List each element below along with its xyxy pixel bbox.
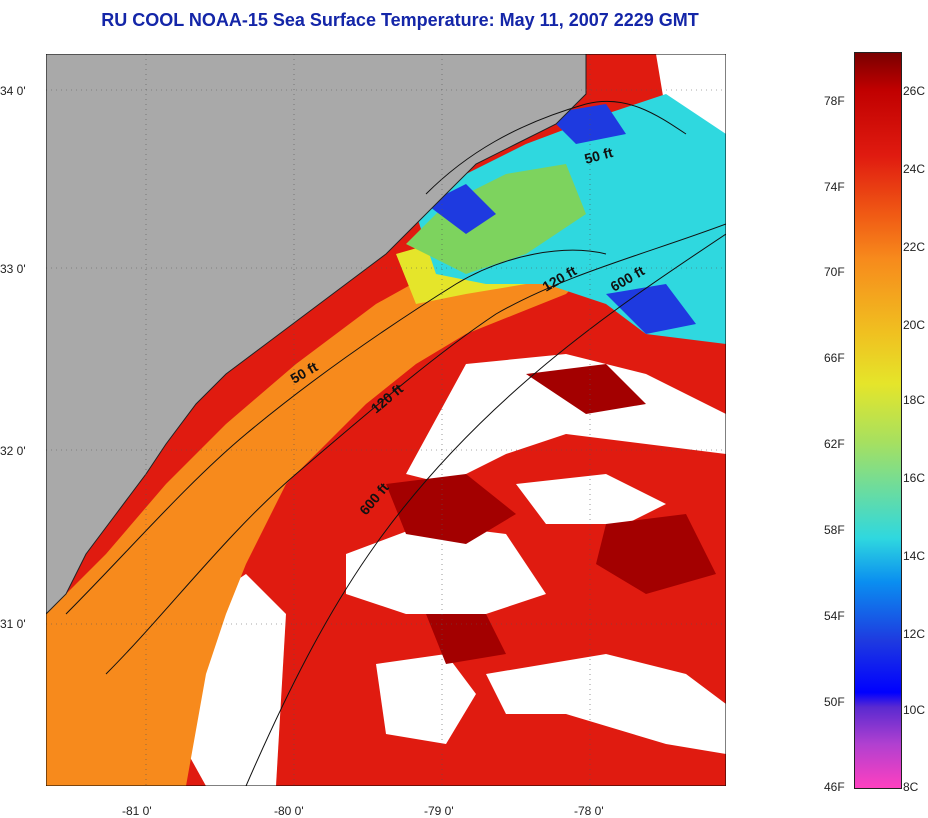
lon-tick-label: -78 0': [574, 804, 604, 818]
colorbar-f-label: 62F: [824, 437, 845, 451]
lat-tick-label: 32 0': [0, 444, 26, 458]
cool-water-green: [406, 164, 586, 274]
colorbar-f-label: 66F: [824, 351, 845, 365]
lon-tick-label: -80 0': [274, 804, 304, 818]
colorbar-c-label: 12C: [903, 627, 926, 641]
bathymetry-contours: [65, 100, 726, 786]
colorbar-f-label: 78F: [824, 94, 845, 108]
colorbar-c-label: 24C: [903, 162, 926, 176]
colorbar-c-label: 18C: [903, 393, 926, 407]
colorbar-c-label: 10C: [903, 703, 926, 717]
colorbar-c-label: 16C: [903, 471, 926, 485]
land-mass: [46, 54, 587, 615]
sst-map[interactable]: 50 ft 120 ft 600 ft 50 ft 120 ft 600 ft: [46, 54, 726, 786]
lon-tick-label: -79 0': [424, 804, 454, 818]
colorbar-c-label: 26C: [903, 84, 926, 98]
lon-tick-label: -81 0': [122, 804, 152, 818]
colorbar-f-label: 50F: [824, 695, 845, 709]
colorbar-c-label: 22C: [903, 240, 926, 254]
colorbar-c-label: 8C: [903, 780, 919, 794]
lat-tick-label: 33 0': [0, 262, 26, 276]
colorbar-f-label: 58F: [824, 523, 845, 537]
colorbar-f-label: 70F: [824, 265, 845, 279]
colorbar-f-label: 46F: [824, 780, 845, 794]
shelf-orange: [46, 234, 606, 786]
colorbar-c-label: 14C: [903, 549, 926, 563]
cool-water-blue-3: [606, 284, 696, 334]
contour-label-50ft-north: 50 ft: [583, 144, 615, 167]
colorbar-f-label: 74F: [824, 180, 845, 194]
map-title: RU COOL NOAA-15 Sea Surface Temperature:…: [101, 10, 699, 30]
graticule: [46, 54, 726, 786]
colorbar-c-label: 20C: [903, 318, 926, 332]
lat-tick-label: 31 0': [0, 617, 26, 631]
colorbar-f-label: 54F: [824, 609, 845, 623]
lat-tick-label: 34 0': [0, 84, 26, 98]
warm-core: [386, 364, 716, 664]
temperature-colorbar: [854, 52, 902, 789]
